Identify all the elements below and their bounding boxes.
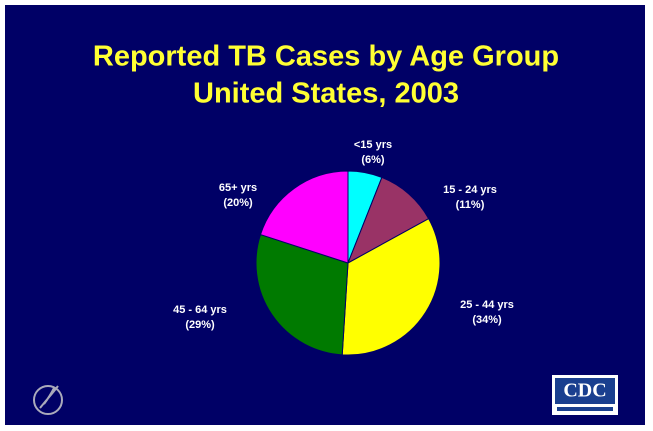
slice-value-label: (6%) [361,154,385,166]
cdc-logo-text: CDC [563,380,606,402]
slice-value-label: (29%) [185,319,215,331]
pie-slice [341,217,441,356]
slice-value-label: (11%) [456,199,485,211]
slice-value-label: (20%) [223,197,253,209]
pie-slice [255,233,349,356]
slice-label: 65+ yrs [219,182,257,194]
hhs-logo [33,385,63,415]
slice-value-label: (34%) [472,314,502,326]
chart-title: Reported TB Cases by Age Group [93,41,559,73]
pie-slice [259,170,349,264]
chart-subtitle: United States, 2003 [193,78,459,110]
slice-label: 25 - 44 yrs [460,299,514,311]
cdc-logo: CDC [552,375,618,415]
slice-label: <15 yrs [354,139,392,151]
slice-label: 15 - 24 yrs [443,184,497,196]
slice-label: 45 - 64 yrs [173,304,227,316]
